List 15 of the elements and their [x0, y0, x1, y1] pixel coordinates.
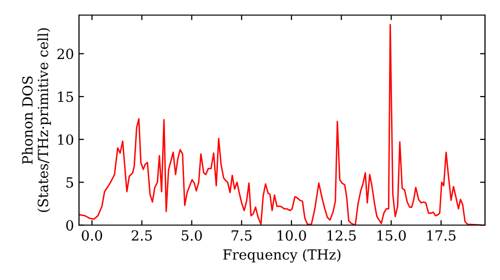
x-tick-label: 17.5 — [427, 230, 456, 241]
x-tick-label: 0.0 — [82, 230, 102, 241]
y-axis-title: Phonon DOS (States/THz·primitive cell) — [22, 28, 51, 212]
x-tick-label: 10.0 — [278, 230, 306, 241]
y-tick-label: 10 — [58, 134, 74, 145]
x-tick-label: 12.5 — [328, 230, 356, 241]
x-tick-label: 5.0 — [182, 230, 202, 241]
x-tick-label: 7.5 — [232, 230, 252, 241]
x-tick-label: 15.0 — [377, 230, 406, 241]
y-tick-label: 15 — [58, 92, 74, 102]
x-tick-label: 2.5 — [132, 230, 152, 241]
x-axis-title: Frequency (THz) — [223, 248, 340, 263]
y-tick-label: 20 — [57, 48, 74, 60]
y-tick-label: 0 — [66, 220, 74, 231]
y-tick-label: 5 — [66, 177, 74, 188]
